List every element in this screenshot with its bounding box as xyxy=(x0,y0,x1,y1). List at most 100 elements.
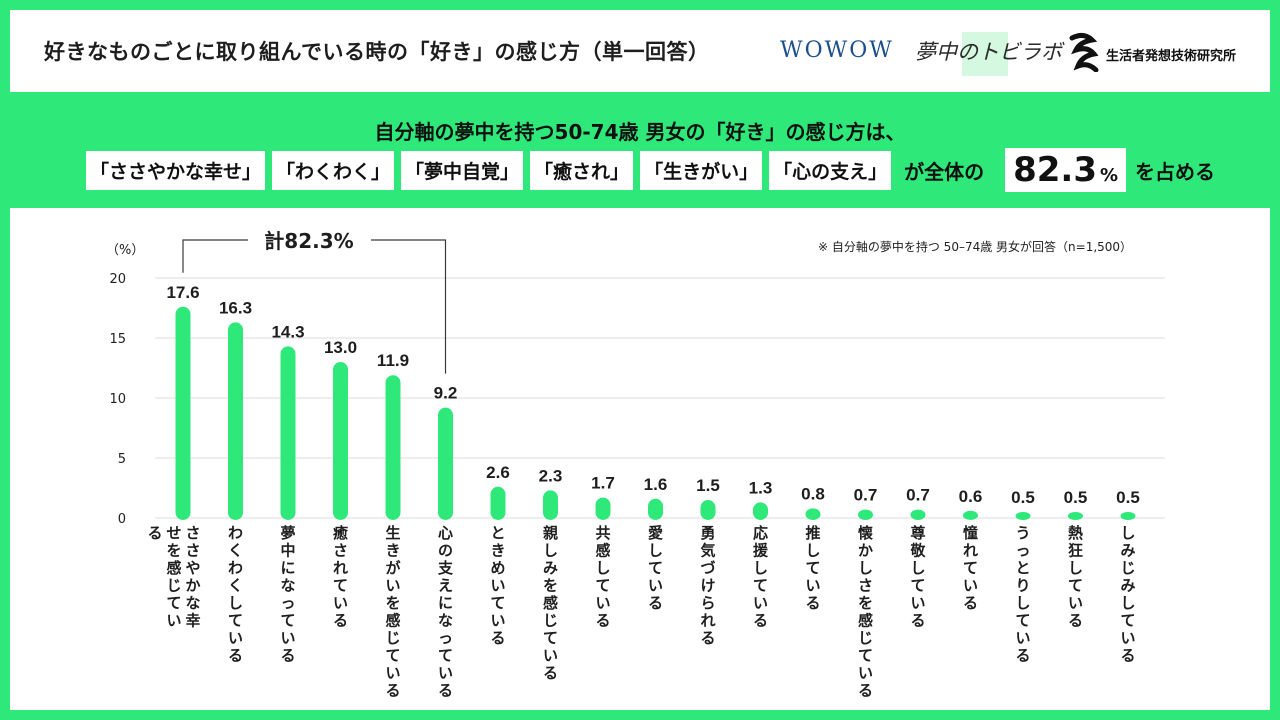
x-category-char: え xyxy=(438,577,453,595)
x-category-char: 感 xyxy=(858,612,873,630)
bar xyxy=(595,497,611,520)
wowow-logo: WOWOW xyxy=(780,38,894,63)
bar-value-label: 16.3 xyxy=(219,298,252,317)
x-category-char: れ xyxy=(963,542,978,560)
x-category-char: じ xyxy=(543,612,558,630)
x-category-char: て xyxy=(963,559,978,577)
x-category-char: る xyxy=(963,594,978,612)
x-category-char: て xyxy=(385,647,400,665)
x-category-char: れ xyxy=(333,559,348,577)
x-category-char: る xyxy=(753,612,768,630)
bar xyxy=(228,322,243,520)
x-category-char: ら xyxy=(700,594,715,612)
headline-tail: を占める xyxy=(1135,159,1216,184)
x-category-char: と xyxy=(1015,559,1030,577)
bar-value-label: 9.2 xyxy=(434,384,458,403)
page-title: 好きなものごとに取り組んでいる時の「好き」の感じ方（単一回答） xyxy=(44,40,710,64)
x-category-char: る xyxy=(490,629,505,647)
x-category-char: し xyxy=(543,542,558,560)
bar-chart: 0510152017.6ささやかな幸せを感じている16.3わくわくしている14.… xyxy=(109,229,1165,700)
x-category-char: し xyxy=(595,559,610,577)
x-category-char: い xyxy=(280,629,295,647)
x-category-char: る xyxy=(910,612,925,630)
x-category-char: く xyxy=(228,542,243,560)
x-category-char: て xyxy=(595,577,610,595)
x-category-char: し xyxy=(753,559,768,577)
x-category-char: 援 xyxy=(753,542,769,560)
bar xyxy=(175,306,191,520)
bar-value-label: 0.5 xyxy=(1064,488,1088,507)
bar-value-label: 0.6 xyxy=(959,487,983,506)
x-category-char: し xyxy=(648,542,663,560)
x-category-char: い xyxy=(1015,629,1030,647)
x-category-char: て xyxy=(166,594,181,612)
headline-tag: 「生きがい」 xyxy=(640,150,763,190)
x-category-char: わ xyxy=(228,524,243,542)
x-category-char: っ xyxy=(438,629,453,647)
x-category-char: し xyxy=(858,559,873,577)
x-category-char: て xyxy=(1068,577,1083,595)
x-category-char: て xyxy=(753,577,768,595)
x-category-char: て xyxy=(438,647,453,665)
bar-value-label: 1.6 xyxy=(644,475,668,494)
muchu-logo-accent xyxy=(962,32,1008,76)
x-category-char: み xyxy=(1120,542,1135,560)
seikatsu-logo-icon xyxy=(1069,32,1099,72)
x-category-char: 尊 xyxy=(910,524,925,542)
x-category-char: 親 xyxy=(543,524,558,542)
x-category-char: 狂 xyxy=(1068,542,1083,560)
x-category-char: づ xyxy=(700,559,715,577)
x-category-char: 応 xyxy=(753,524,768,542)
bar xyxy=(438,407,453,520)
x-category-char: を xyxy=(385,594,400,612)
x-category-char: 勇 xyxy=(700,524,715,542)
headline-line1: 自分軸の夢中を持つ50-74歳 男女の「好き」の感じ方は、 xyxy=(374,120,906,144)
x-category-char: い xyxy=(753,594,768,612)
x-category-char: じ xyxy=(166,577,181,595)
header: 好きなものごとに取り組んでいる時の「好き」の感じ方（単一回答） WOWOW 夢中… xyxy=(10,10,1270,92)
bar xyxy=(753,502,768,520)
x-category-char: う xyxy=(1015,524,1030,542)
bar-value-label: 1.5 xyxy=(696,476,720,495)
x-category-char: き xyxy=(385,542,400,560)
x-category-char: を xyxy=(858,594,873,612)
x-category-char: る xyxy=(543,664,558,682)
x-category-char: 癒 xyxy=(333,524,349,542)
x-category-char: い xyxy=(385,664,400,682)
x-category-char: じ xyxy=(1120,559,1135,577)
x-category-char: く xyxy=(228,577,243,595)
bar-value-label: 0.8 xyxy=(801,484,825,503)
x-category-char: め xyxy=(490,559,505,577)
y-axis-unit: （%） xyxy=(106,243,145,258)
x-category-char: る xyxy=(1120,647,1135,665)
x-category-char: る xyxy=(858,682,873,700)
x-category-char: て xyxy=(805,559,820,577)
bar-value-label: 2.3 xyxy=(539,466,563,485)
x-category-char: っ xyxy=(280,594,295,612)
x-category-char: さ xyxy=(858,577,873,595)
x-category-char: る xyxy=(438,682,453,700)
bracket-left xyxy=(182,239,248,273)
x-category-char: る xyxy=(648,594,663,612)
chart-panel: （%） ※ 自分軸の夢中を持つ 50–74歳 男女が回答（n=1,500） 0 5… xyxy=(10,208,1270,710)
x-category-char: や xyxy=(185,559,200,577)
y-tick-label: 20 xyxy=(109,272,126,287)
bar xyxy=(910,509,926,520)
x-category-char: て xyxy=(858,647,873,665)
x-category-char: と xyxy=(490,524,505,542)
x-category-char: 熱 xyxy=(1068,524,1083,542)
x-category-char: て xyxy=(490,594,505,612)
y-tick-label: 15 xyxy=(109,332,126,347)
headline-value-box: 82.3 % xyxy=(1005,148,1127,192)
x-category-char: な xyxy=(185,594,200,612)
bar-value-label: 2.6 xyxy=(486,463,510,482)
bar-value-label: 1.7 xyxy=(591,474,615,493)
